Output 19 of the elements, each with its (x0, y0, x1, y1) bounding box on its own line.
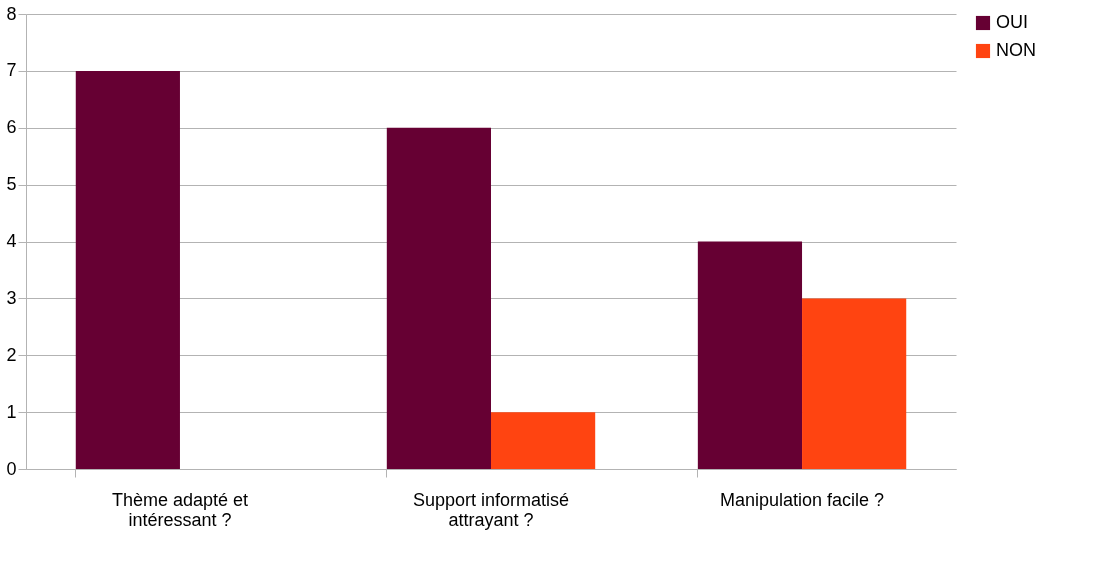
bar (802, 298, 907, 469)
y-tick-label: 8 (6, 3, 17, 24)
legend-label: NON (996, 40, 1036, 60)
y-tick-label: 0 (6, 458, 17, 479)
y-tick-label: 2 (6, 344, 17, 365)
x-tick-label: Manipulation facile ? (719, 489, 885, 510)
bar (386, 127, 491, 469)
bar (491, 412, 596, 469)
x-tick-label: Thème adapté et intéressant ? (111, 489, 249, 530)
bar (75, 70, 180, 469)
y-tick-label: 6 (6, 117, 17, 138)
y-tick-label: 4 (6, 231, 17, 251)
y-tick-label: 5 (6, 174, 17, 195)
y-tick-label: 3 (6, 287, 17, 308)
legend-label: OUI (996, 12, 1029, 32)
bar (697, 241, 803, 469)
x-tick-label: Support informatisé attrayant ? (412, 489, 570, 530)
y-tick-label: 1 (6, 401, 17, 422)
y-tick-label: 7 (6, 60, 17, 81)
